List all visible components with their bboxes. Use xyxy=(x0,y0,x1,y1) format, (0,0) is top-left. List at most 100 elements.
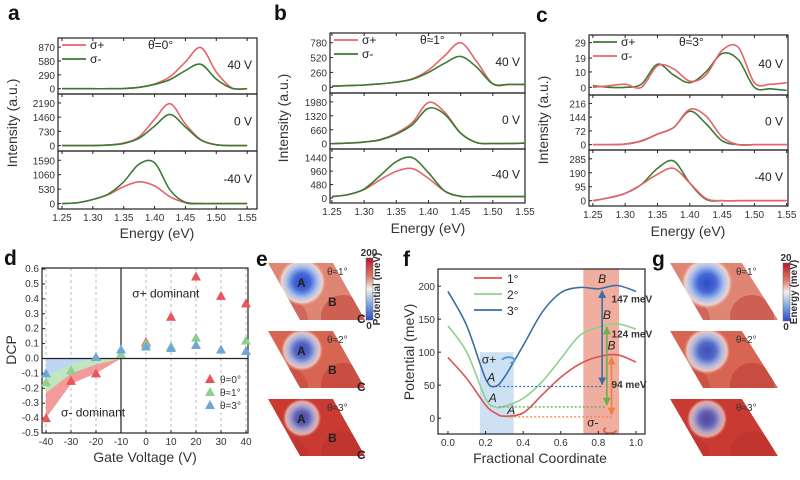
y-tick-label: 144 xyxy=(569,113,586,124)
voltage-label: 0 V xyxy=(234,114,252,128)
heatmap-dark-region xyxy=(670,436,710,456)
data-point xyxy=(141,341,151,351)
y-tick-label: 530 xyxy=(38,185,55,196)
potential-well xyxy=(683,331,731,375)
series-line-sigma-minus xyxy=(331,106,526,145)
x-tick-label: 1.35 xyxy=(114,213,134,224)
x-tick-label: 20 xyxy=(190,437,202,448)
map-title: θ≈2° xyxy=(736,335,757,346)
y-tick-label: 1460 xyxy=(33,113,56,124)
x-tick-label: 10 xyxy=(165,437,177,448)
series-line-sigma-plus xyxy=(592,51,787,92)
legend-label: 1° xyxy=(507,272,519,286)
legend-label: σ+ xyxy=(621,35,635,49)
site-label-B: B xyxy=(608,338,616,352)
x-tick-label: 1.40 xyxy=(419,207,439,218)
data-point xyxy=(191,340,201,350)
voltage-label: 40 V xyxy=(758,57,783,71)
x-tick-label: 40 xyxy=(240,437,252,448)
x-tick-label: 1.55 xyxy=(515,207,535,218)
subplot-frame xyxy=(57,150,258,210)
colorbar-max: 20 xyxy=(780,253,792,264)
y-tick-label: 1590 xyxy=(33,156,56,167)
voltage-label: 40 V xyxy=(495,55,520,69)
plot-frame xyxy=(437,268,646,435)
x-tick-label: 1.0 xyxy=(629,438,643,449)
data-point xyxy=(116,344,126,354)
data-point xyxy=(41,368,51,378)
barrier-label: 147 meV xyxy=(612,295,653,306)
panel-b: 0 260 520 780 40 V 0 660 1320 1980 0 V 1.25 1.30 1.3… xyxy=(275,32,535,236)
x-tick-label: 1.40 xyxy=(680,210,700,221)
panel-title: θ≈3° xyxy=(679,35,704,49)
legend-marker xyxy=(205,400,215,409)
y-tick-label: 0.2 xyxy=(25,324,39,335)
colorbar-max: 200 xyxy=(361,248,378,259)
voltage-label: -40 V xyxy=(223,172,252,186)
site-label-B: B xyxy=(328,363,337,377)
y-tick-label: 0 xyxy=(321,194,327,205)
legend-label: θ≈1° xyxy=(220,388,241,399)
map-title: θ≈1° xyxy=(327,267,348,278)
heatmap-dark-region xyxy=(321,295,365,320)
data-point xyxy=(91,351,101,361)
site-label-B: B xyxy=(603,308,611,322)
x-tick-label: -10 xyxy=(114,437,129,448)
series-line-sigma-minus xyxy=(62,63,248,90)
sigma-plus-region xyxy=(479,352,514,434)
legend-marker xyxy=(205,387,215,396)
heatmap-dark-region xyxy=(730,363,774,388)
y-tick-label: 0.1 xyxy=(25,339,39,350)
y-tick-label: -0.2 xyxy=(22,383,40,394)
series-line-sigma-plus xyxy=(62,102,248,147)
y-tick-label: 0 xyxy=(321,140,327,151)
colorbar-label: Energy (meV) xyxy=(789,260,800,324)
y-tick-label: 190 xyxy=(569,169,586,180)
map-title: θ≈3° xyxy=(327,403,348,414)
site-label-B: B xyxy=(598,272,606,286)
x-tick-label: -20 xyxy=(89,437,104,448)
data-point xyxy=(241,298,251,308)
x-tick-label: 1.25 xyxy=(322,207,342,218)
series-line-sigma-minus xyxy=(61,159,248,205)
x-tick-label: 1.45 xyxy=(176,213,196,224)
site-label-A: A xyxy=(488,391,497,405)
panel-title: θ≈1° xyxy=(420,33,445,47)
potential-well xyxy=(280,331,324,372)
site-label-B: B xyxy=(328,431,337,445)
x-tick-label: 1.30 xyxy=(83,213,103,224)
voltage-label: 0 V xyxy=(502,113,520,127)
series-line-sigma-plus xyxy=(592,110,787,146)
x-tick-label: 1.45 xyxy=(712,210,732,221)
legend-label: θ=0° xyxy=(220,375,241,386)
y-axis-label: Potential (meV) xyxy=(401,304,417,400)
subplot-frame xyxy=(588,94,789,151)
heatmap xyxy=(268,399,365,456)
circular-polarization-icon xyxy=(602,427,617,435)
y-axis-label: DCP xyxy=(3,335,19,365)
sigma-plus-label: σ+ xyxy=(482,352,496,366)
y-tick-label: 0 xyxy=(580,197,586,208)
y-tick-label: 730 xyxy=(38,127,55,138)
x-tick-label: 1.50 xyxy=(483,207,503,218)
y-tick-label: 1980 xyxy=(305,98,328,109)
heatmap-dark-region xyxy=(321,363,365,388)
y-tick-label: 100 xyxy=(418,348,435,359)
x-tick-label: 0.0 xyxy=(441,438,455,449)
site-label-A: A xyxy=(297,276,306,290)
voltage-label: -40 V xyxy=(491,168,520,182)
y-tick-label: 0 xyxy=(580,141,586,152)
colorbar xyxy=(365,257,374,321)
sigma-minus-label: σ- xyxy=(587,416,598,430)
heatmap-dark-region xyxy=(730,295,774,320)
x-tick-label: 1.25 xyxy=(52,213,72,224)
colorbar-min: 0 xyxy=(783,322,789,333)
y-tick-label: 580 xyxy=(38,57,55,68)
potential-curve-3deg xyxy=(447,284,637,388)
site-label-A: A xyxy=(486,370,495,384)
potential-well xyxy=(686,399,728,440)
legend-label: σ- xyxy=(362,47,373,61)
panel-d: -40 -30 -20 -10 0 10 20 30 40 -0.5 -0.4 -0.3 -0.2 -0.… xyxy=(3,264,252,465)
voltage-label: 0 V xyxy=(765,114,783,128)
